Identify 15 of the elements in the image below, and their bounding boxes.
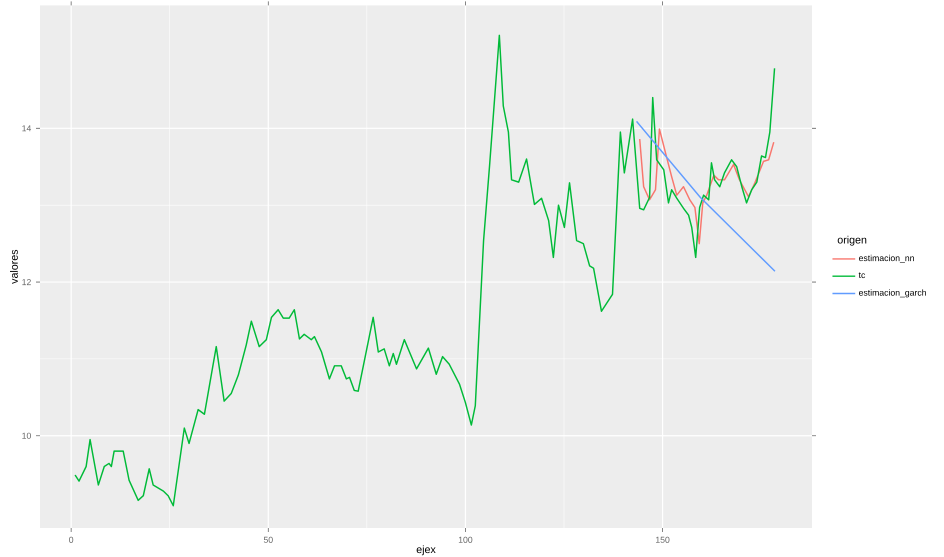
y-tick-label: 14 [22,125,32,132]
legend-title: origen [838,236,866,246]
x-tick-label: 0 [69,536,74,543]
y-tick-label: 10 [22,432,31,439]
y-axis-title: valores [10,250,18,284]
line-series [74,34,776,506]
x-axis-title: ejex [416,545,436,556]
y-tick-label: 12 [22,278,31,285]
x-tick-label: 100 [458,536,472,543]
legend-label: tc [858,272,866,278]
legend-label: estimacion_nn [858,254,914,263]
x-tick-label: 50 [264,536,273,543]
line-series [638,128,774,244]
x-tick-label: 150 [656,536,670,543]
legend-label: estimacion_garch [858,289,926,298]
